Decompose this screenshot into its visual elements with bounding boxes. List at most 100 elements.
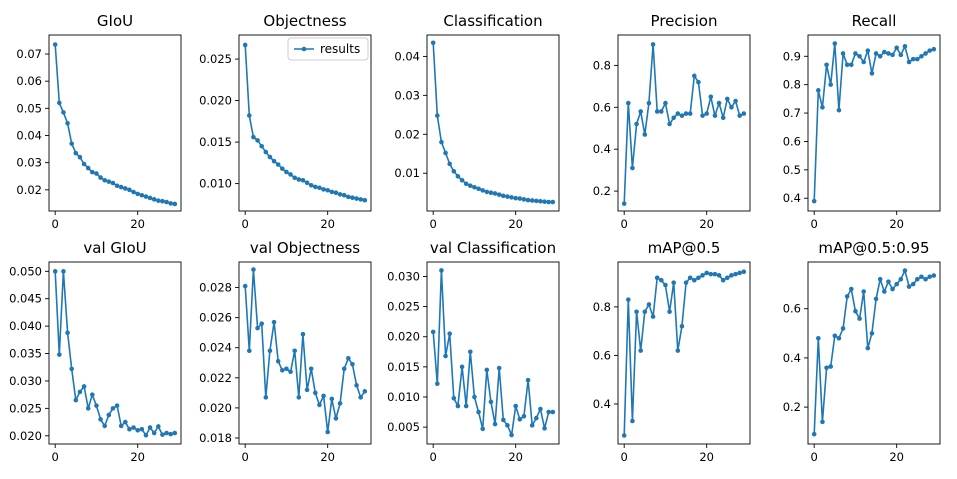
series-line [244,44,365,201]
data-point [534,198,539,204]
y-tick-label: 0.2 [593,184,611,198]
data-point [811,198,817,204]
subplot-3: Precision 0.2 0.4 0.6 0.8 0 20 [593,12,751,231]
data-point [654,275,660,281]
data-point [550,409,556,415]
data-point [720,115,726,121]
data-point [52,42,58,47]
data-point [106,179,112,184]
series-line [813,42,935,202]
y-tick-label: 0.8 [593,300,611,314]
data-point [337,192,343,197]
data-point [131,425,136,430]
data-point [741,269,747,275]
x-tick-label: 0 [430,450,437,464]
data-point [156,424,161,429]
data-point [687,275,693,281]
data-point [626,100,631,106]
axes-frame [48,34,182,212]
data-point [337,401,343,406]
data-point [255,138,260,143]
data-point [634,309,639,315]
data-point [90,392,95,397]
data-point [902,268,908,273]
data-point [667,121,672,127]
data-point [634,121,639,127]
data-point [505,423,510,428]
data-point [251,267,256,272]
subplot-title: GIoU [97,12,133,30]
series-line [54,270,176,437]
data-point [275,358,281,364]
data-point [824,62,829,68]
data-point [168,201,173,206]
data-point [716,100,722,106]
series-line [432,269,553,436]
data-point [492,191,498,196]
series-line [432,42,553,203]
subplot-6: val Objectness 0.018 0.020 0.022 0.024 0.026 0… [199,239,372,464]
axes-frame [48,261,182,445]
data-point [143,432,149,438]
data-point [251,134,256,140]
data-point [451,395,457,401]
x-tick-label: 20 [320,450,335,464]
data-point [890,286,895,292]
data-point [151,197,157,202]
data-point [267,154,273,160]
data-point [463,181,469,187]
data-point [85,165,91,171]
data-point [720,277,726,283]
subplot-title: Classification [443,12,542,30]
x-tick-label: 20 [699,217,714,231]
data-point [247,113,252,118]
data-point [853,51,858,56]
y-tick-label: 0.018 [199,431,232,445]
y-tick-label: 0.025 [9,401,42,415]
data-point [683,280,689,285]
y-tick-label: 0.020 [199,401,232,415]
data-point [280,367,285,373]
data-point [123,419,128,425]
data-point [844,62,850,68]
y-tick-label: 0.4 [593,142,611,156]
data-point [65,330,70,336]
data-point [73,150,79,156]
data-point [910,56,916,62]
data-point [447,331,452,337]
y-tick-label: 0.050 [9,264,42,278]
x-tick-label: 0 [811,450,818,464]
y-tick-label: 0.4 [783,191,801,205]
data-point [160,432,165,437]
data-point [650,314,656,319]
data-point [280,166,285,171]
data-point [737,270,742,276]
data-point [671,115,676,121]
data-point [284,366,289,372]
data-point [77,389,83,395]
x-tick-label: 20 [320,217,335,231]
data-point [321,187,326,192]
y-tick-label: 0.020 [387,330,420,344]
data-point [156,198,161,203]
data-point [919,274,924,280]
data-point [313,390,318,396]
data-point [869,71,875,76]
data-point [687,111,693,116]
data-point [81,384,87,389]
data-point [292,175,297,181]
data-point [341,366,347,372]
data-point [646,302,652,307]
data-point [737,113,742,118]
data-point [275,162,281,167]
data-point [255,325,260,331]
y-tick-label: 0.026 [199,311,232,325]
x-tick-label: 0 [430,217,437,231]
data-point [304,387,310,393]
data-point [164,199,169,205]
y-tick-label: 0.04 [16,128,42,142]
data-point [333,416,339,421]
data-point [284,169,289,175]
data-point [679,324,685,329]
data-point [857,53,862,59]
